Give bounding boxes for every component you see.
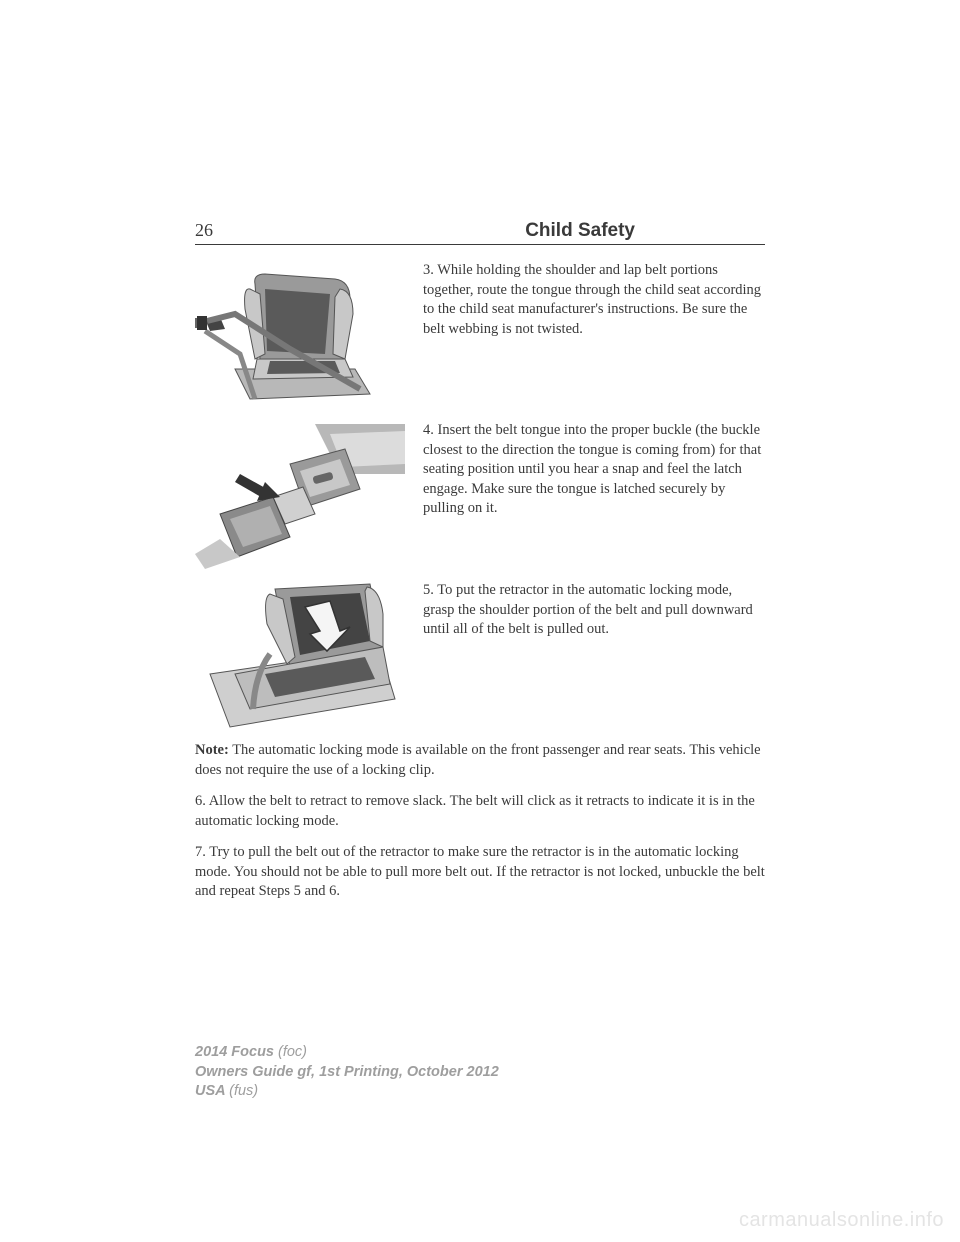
child-seat-route-belt-icon (195, 259, 405, 409)
manual-page: 26 Child Safety (0, 0, 960, 902)
watermark-text: carmanualsonline.info (739, 1209, 944, 1232)
note-label: Note: (195, 742, 229, 758)
step-5: 5. To put the retractor in the automatic… (195, 579, 765, 729)
page-header: 26 Child Safety (195, 220, 765, 245)
note-text: The automatic locking mode is available … (195, 742, 761, 778)
footer-line-2: Owners Guide gf, 1st Printing, October 2… (195, 1063, 499, 1083)
note-paragraph: Note: The automatic locking mode is avai… (195, 741, 765, 780)
step-4: 4. Insert the belt tongue into the prope… (195, 419, 765, 569)
step-5-text: 5. To put the retractor in the automatic… (423, 579, 765, 729)
section-title: Child Safety (525, 220, 635, 242)
page-footer: 2014 Focus (foc) Owners Guide gf, 1st Pr… (195, 1043, 499, 1102)
step-3: 3. While holding the shoulder and lap be… (195, 259, 765, 409)
step-4-text: 4. Insert the belt tongue into the prope… (423, 419, 765, 569)
belt-buckle-insert-icon (195, 419, 405, 569)
footer-line-3: USA (fus) (195, 1082, 499, 1102)
footer-line-1: 2014 Focus (foc) (195, 1043, 499, 1063)
step-7-text: 7. Try to pull the belt out of the retra… (195, 843, 765, 902)
step-3-text: 3. While holding the shoulder and lap be… (423, 259, 765, 409)
step-6-text: 6. Allow the belt to retract to remove s… (195, 792, 765, 831)
page-number: 26 (195, 220, 213, 241)
child-seat-pull-belt-icon (195, 579, 405, 729)
